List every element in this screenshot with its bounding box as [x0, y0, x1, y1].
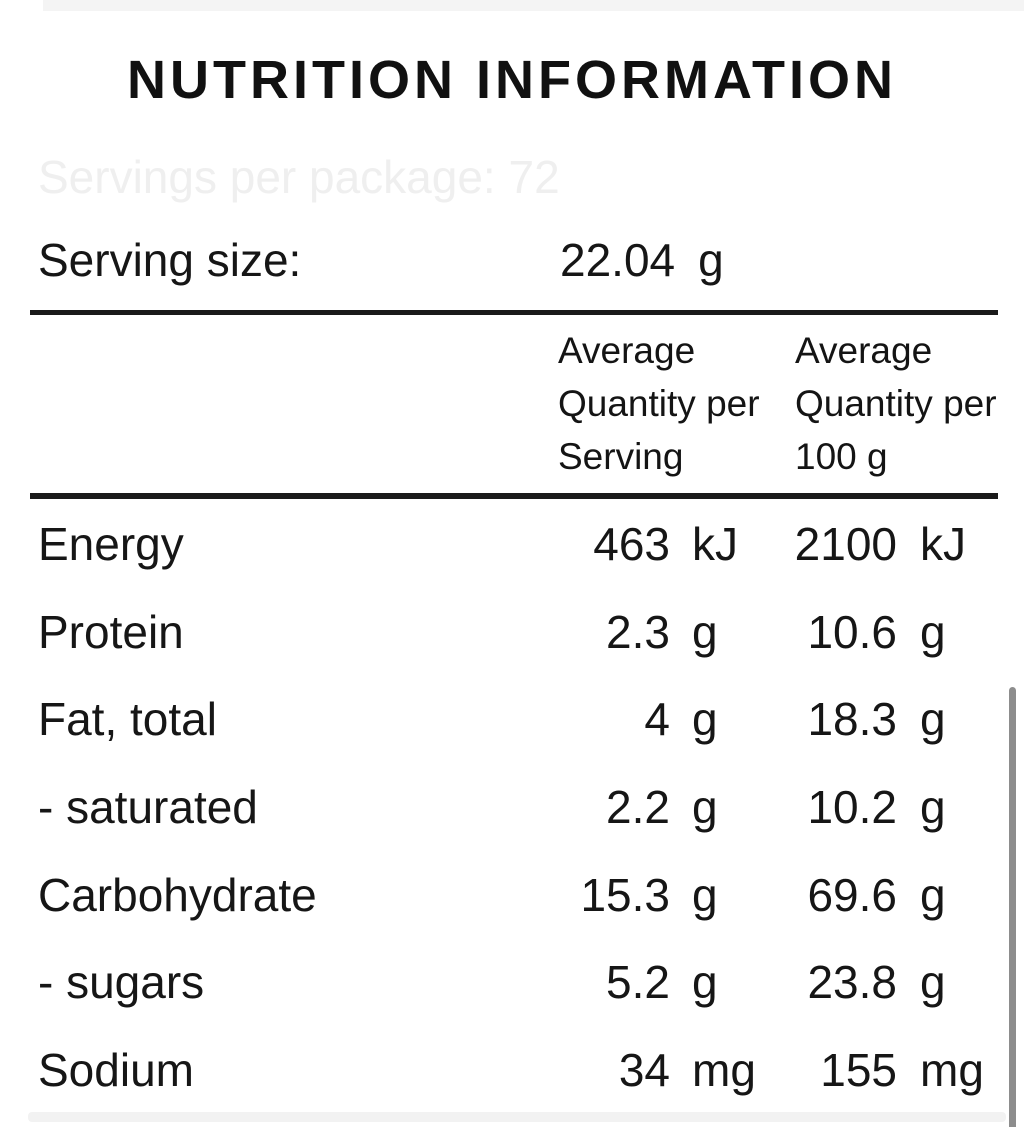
per-serving-unit: g	[692, 868, 718, 921]
serving-size-row: Serving size: 22.04 g	[0, 233, 1024, 288]
serving-size-label: Serving size:	[38, 234, 302, 286]
per-100g-unit: kJ	[920, 517, 966, 570]
per-100g-value: 10.6	[807, 605, 897, 658]
top-edge-shadow	[43, 0, 1024, 11]
per-serving-unit: g	[692, 956, 718, 1009]
table-header-row: Average Quantity per Serving Average Qua…	[0, 313, 1024, 493]
per-100g-value: 10.2	[807, 780, 897, 833]
table-row-sugars: - sugars 5.2 g 23.8 g	[0, 939, 1024, 1027]
nutrient-label: Energy	[38, 517, 184, 570]
per-100g-value: 23.8	[807, 956, 897, 1009]
panel-title: NUTRITION INFORMATION	[127, 50, 897, 110]
serving-size-number: 22.04	[560, 234, 676, 286]
serving-size-value: 22.04 g	[560, 233, 724, 288]
per-serving-value: 15.3	[580, 868, 670, 921]
serving-size-unit: g	[698, 234, 724, 286]
per-serving-unit: kJ	[692, 517, 738, 570]
nutrient-label: Carbohydrate	[38, 868, 317, 921]
scrollbar-thumb[interactable]	[1009, 687, 1016, 1127]
per-serving-value: 34	[618, 1044, 670, 1097]
table-row-saturated: - saturated 2.2 g 10.2 g	[0, 763, 1024, 851]
table-row-fat-total: Fat, total 4 g 18.3 g	[0, 675, 1024, 763]
per-serving-unit: mg	[692, 1044, 756, 1097]
per-100g-unit: g	[920, 868, 946, 921]
per-100g-unit: g	[920, 956, 946, 1009]
divider-top	[30, 310, 998, 315]
nutrient-label: Fat, total	[38, 693, 217, 746]
per-100g-unit: g	[920, 780, 946, 833]
nutrient-label: Protein	[38, 605, 184, 658]
per-100g-value: 69.6	[807, 868, 897, 921]
table-row-energy: Energy 463 kJ 2100 kJ	[0, 500, 1024, 588]
per-100g-value: 2100	[794, 517, 897, 570]
per-100g-unit: g	[920, 605, 946, 658]
divider-header	[30, 493, 998, 499]
nutrient-label: Sodium	[38, 1044, 194, 1097]
servings-per-package-text: Servings per package: 72	[38, 151, 560, 203]
nutrient-label: - saturated	[38, 780, 258, 833]
column-header-per-serving: Average Quantity per Serving	[558, 330, 760, 477]
per-serving-value: 5.2	[606, 956, 670, 1009]
table-row-protein: Protein 2.3 g 10.6 g	[0, 588, 1024, 676]
per-serving-value: 2.2	[606, 780, 670, 833]
bottom-edge-shadow	[28, 1112, 1006, 1122]
per-100g-unit: mg	[920, 1044, 984, 1097]
table-row-sodium: Sodium 34 mg 155 mg	[0, 1026, 1024, 1114]
per-serving-unit: g	[692, 780, 718, 833]
table-row-carbohydrate: Carbohydrate 15.3 g 69.6 g	[0, 851, 1024, 939]
nutrient-label: - sugars	[38, 956, 205, 1009]
per-100g-unit: g	[920, 693, 946, 746]
per-serving-unit: g	[692, 605, 718, 658]
per-100g-value: 18.3	[807, 693, 897, 746]
per-100g-value: 155	[820, 1044, 897, 1097]
column-header-per-100g: Average Quantity per 100 g	[795, 330, 997, 477]
nutrient-table: Energy 463 kJ 2100 kJ Protein 2.3 g 10.6…	[0, 500, 1024, 1114]
per-serving-value: 463	[593, 517, 670, 570]
per-serving-value: 4	[644, 693, 670, 746]
per-serving-unit: g	[692, 693, 718, 746]
per-serving-value: 2.3	[606, 605, 670, 658]
